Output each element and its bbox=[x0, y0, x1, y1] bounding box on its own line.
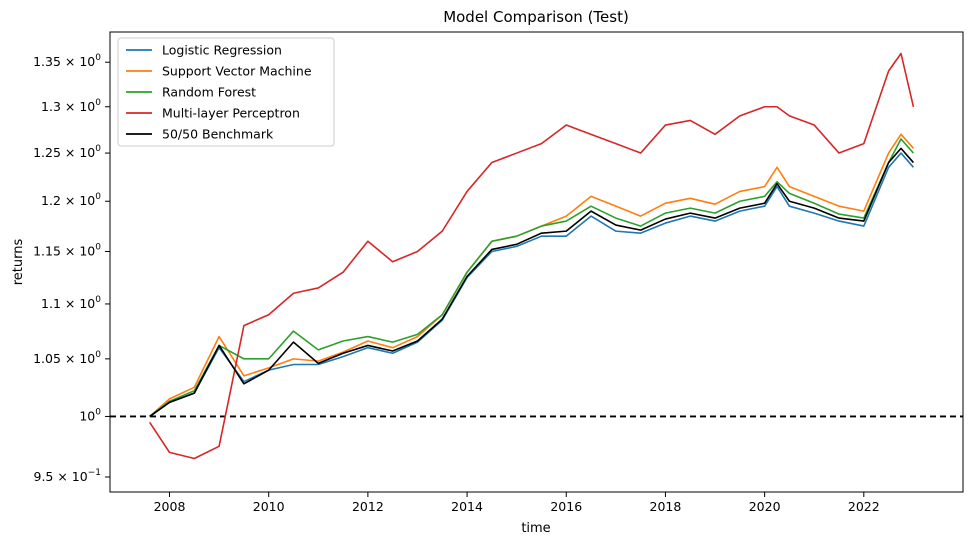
legend: Logistic Regression Support Vector Machin… bbox=[117, 37, 335, 147]
x-tick-label: 2022 bbox=[848, 499, 880, 514]
chart-title: Model Comparison (Test) bbox=[443, 8, 629, 26]
series-line-1 bbox=[149, 133, 915, 418]
x-tick-label: 2018 bbox=[650, 499, 682, 514]
legend-box bbox=[117, 37, 335, 147]
legend-label-0: Logistic Regression bbox=[162, 43, 282, 58]
y-tick-label: 1.05 × 100 bbox=[33, 350, 101, 366]
axes-layer: 2008 2010 2012 2014 2016 2018 2020 2022 9.5 × 10… bbox=[33, 31, 964, 514]
series-line-2 bbox=[149, 138, 915, 418]
series-line-3 bbox=[149, 52, 915, 460]
x-tick-label: 2016 bbox=[550, 499, 582, 514]
axes-frame bbox=[109, 31, 964, 493]
x-tick-label: 2010 bbox=[253, 499, 285, 514]
x-axis-label: time bbox=[521, 521, 550, 536]
x-tick-label: 2014 bbox=[451, 499, 483, 514]
y-tick-label: 1.15 × 100 bbox=[33, 242, 101, 258]
y-tick-label: 1.3 × 100 bbox=[41, 98, 101, 114]
y-tick-label: 100 bbox=[79, 407, 101, 423]
series-line-4 bbox=[149, 147, 915, 418]
legend-label-4: 50/50 Benchmark bbox=[162, 127, 274, 142]
x-tick-label: 2020 bbox=[749, 499, 781, 514]
y-tick-label: 1.2 × 100 bbox=[41, 192, 101, 208]
series-layer bbox=[149, 52, 915, 460]
y-axis-label: returns bbox=[11, 239, 26, 286]
legend-label-3: Multi-layer Perceptron bbox=[162, 106, 300, 121]
x-tick-label: 2012 bbox=[352, 499, 384, 514]
legend-label-2: Random Forest bbox=[162, 85, 256, 100]
series-line-0 bbox=[149, 152, 915, 418]
y-tick-label: 1.35 × 100 bbox=[33, 53, 101, 69]
y-tick-label: 1.25 × 100 bbox=[33, 144, 101, 160]
x-tick-label: 2008 bbox=[154, 499, 186, 514]
y-tick-label: 9.5 × 10−1 bbox=[34, 468, 102, 484]
y-tick-label: 1.1 × 100 bbox=[41, 295, 101, 311]
legend-label-1: Support Vector Machine bbox=[162, 64, 312, 79]
